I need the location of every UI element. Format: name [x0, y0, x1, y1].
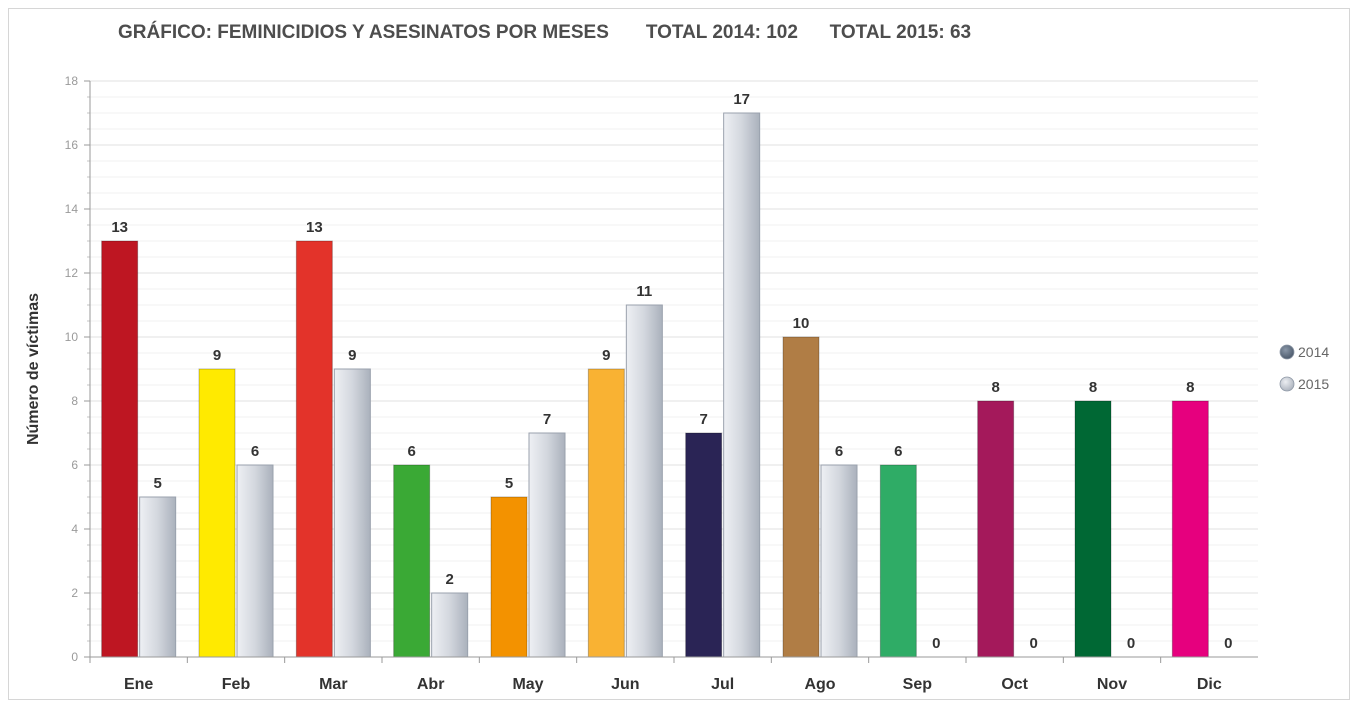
y-tick-label: 14 — [65, 202, 79, 216]
y-tick-label: 18 — [65, 74, 79, 88]
legend-marker — [1279, 376, 1295, 392]
bar-2014 — [879, 464, 917, 658]
x-tick-label: Sep — [903, 676, 933, 693]
y-tick-label: 2 — [71, 586, 78, 600]
bar-2015 — [528, 432, 566, 658]
data-label-2015: 6 — [835, 443, 843, 460]
bar-2014 — [977, 400, 1015, 658]
data-label-2014: 9 — [602, 347, 610, 364]
data-label-2014: 13 — [111, 219, 128, 236]
bar-2015 — [333, 368, 371, 658]
data-label-2014: 8 — [1186, 379, 1194, 396]
x-tick-label: Oct — [1001, 676, 1028, 693]
data-label-2014: 6 — [407, 443, 415, 460]
bar-2015 — [723, 112, 761, 658]
data-label-2014: 5 — [505, 475, 513, 492]
bar-2014 — [685, 432, 723, 658]
data-label-2015: 5 — [153, 475, 161, 492]
data-label-2014: 7 — [699, 411, 707, 428]
data-label-2014: 13 — [306, 219, 323, 236]
bar-2014 — [490, 496, 528, 658]
legend-label: 2015 — [1298, 376, 1329, 392]
bar-2014 — [1074, 400, 1112, 658]
x-tick-label: Mar — [319, 676, 347, 693]
bar-2015 — [139, 496, 177, 658]
y-tick-label: 6 — [71, 458, 78, 472]
bar-2014 — [1171, 400, 1209, 658]
data-label-2015: 0 — [1127, 635, 1135, 652]
data-label-2014: 10 — [793, 315, 810, 332]
data-label-2014: 9 — [213, 347, 221, 364]
bar-2015 — [820, 464, 858, 658]
data-label-2015: 6 — [251, 443, 259, 460]
data-label-2015: 9 — [348, 347, 356, 364]
bar-2014 — [295, 240, 333, 658]
bar-2014 — [587, 368, 625, 658]
data-label-2015: 17 — [733, 91, 750, 108]
x-tick-label: Ene — [124, 676, 153, 693]
data-label-2014: 8 — [991, 379, 999, 396]
data-label-2014: 6 — [894, 443, 902, 460]
y-tick-label: 12 — [65, 266, 79, 280]
x-tick-label: Dic — [1197, 676, 1222, 693]
y-tick-label: 10 — [65, 330, 79, 344]
data-label-2015: 0 — [932, 635, 940, 652]
chart-title: GRÁFICO: FEMINICIDIOS Y ASESINATOS POR M… — [118, 22, 972, 43]
bar-2015 — [236, 464, 274, 658]
bar-2014 — [393, 464, 431, 658]
x-tick-label: Ago — [804, 676, 835, 693]
data-label-2015: 7 — [543, 411, 551, 428]
data-label-2015: 11 — [636, 283, 652, 300]
x-tick-label: May — [512, 676, 543, 693]
x-tick-label: Jun — [611, 676, 639, 693]
y-tick-label: 8 — [71, 394, 78, 408]
legend-label: 2014 — [1298, 344, 1329, 360]
bar-2014 — [101, 240, 139, 658]
bar-2015 — [431, 592, 469, 658]
y-tick-label: 4 — [71, 522, 78, 536]
data-label-2015: 0 — [1029, 635, 1037, 652]
x-tick-label: Nov — [1097, 676, 1127, 693]
x-tick-label: Abr — [417, 676, 445, 693]
data-label-2015: 0 — [1224, 635, 1232, 652]
y-tick-label: 16 — [65, 138, 79, 152]
x-tick-label: Feb — [222, 676, 251, 693]
bar-2014 — [198, 368, 236, 658]
y-tick-label: 0 — [71, 650, 78, 664]
bar-2014 — [782, 336, 820, 658]
data-label-2015: 2 — [445, 571, 453, 588]
x-tick-label: Jul — [711, 676, 734, 693]
y-axis-label: Número de víctimas — [25, 293, 42, 445]
legend-marker — [1279, 344, 1295, 360]
bar-2015 — [625, 304, 663, 658]
data-label-2014: 8 — [1089, 379, 1097, 396]
